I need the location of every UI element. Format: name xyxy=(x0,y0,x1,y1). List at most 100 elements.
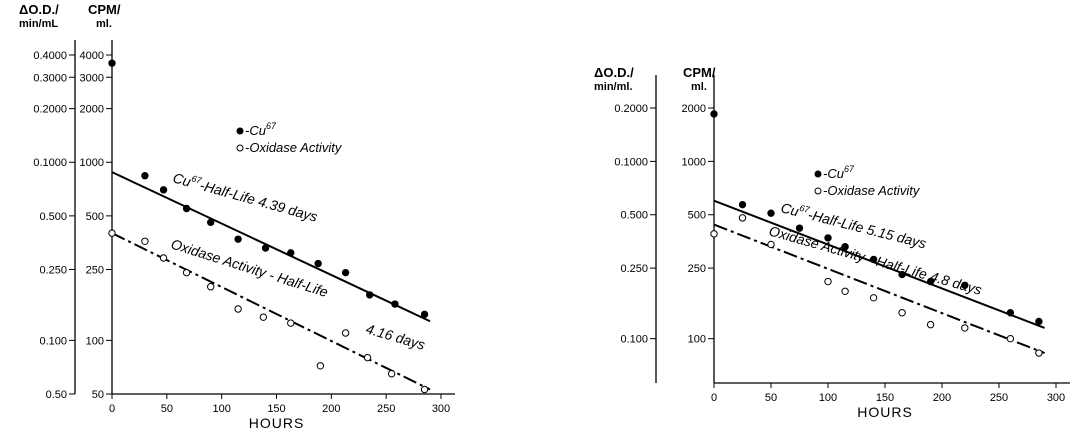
oxidase-point xyxy=(961,324,969,332)
cu67-point xyxy=(1006,309,1015,317)
oxidase-point xyxy=(363,353,372,362)
cpm-tick-label: 3000 xyxy=(80,72,104,84)
x-tick-label: 150 xyxy=(267,403,285,415)
x-tick-label: 200 xyxy=(322,403,340,415)
chart-panel-1: ΔO.D./min/mL CPM/ml. 0.4000 0.3000 0.2000 0.1… xyxy=(19,2,455,431)
cu67-point xyxy=(869,255,878,264)
legend-marker xyxy=(236,144,244,152)
od-axis-unit: min/mL xyxy=(19,18,58,30)
cu67-point xyxy=(261,244,270,252)
cu67-point xyxy=(926,277,935,286)
x-tick-label: 250 xyxy=(990,392,1008,404)
cpm-tick-label: 2000 xyxy=(80,104,104,116)
x-tick-label: 150 xyxy=(876,392,894,404)
oxidase-point xyxy=(738,214,747,222)
od-tick-label: 0.2000 xyxy=(33,104,67,116)
oxidase-point xyxy=(259,313,268,321)
cpm-tick-label: 50 xyxy=(92,389,104,401)
cpm-tick-label: 250 xyxy=(86,264,104,276)
cpm-tick-label: 4000 xyxy=(80,50,104,62)
oxidase-point xyxy=(234,305,242,313)
legend-label: -Oxidase Activity xyxy=(245,140,343,155)
fit-label-superscript: 67 xyxy=(798,203,811,215)
fit-label-oxidase: Oxidase Activity - Half-Life xyxy=(169,236,330,301)
legend-marker xyxy=(814,170,822,178)
od-tick-label: 0.50 xyxy=(46,389,67,401)
oxidase-point xyxy=(141,237,149,245)
cu67-point xyxy=(1035,317,1043,326)
legend-marker xyxy=(236,127,244,135)
chart-panel-2: ΔO.D./min/ml. CPM/ml. 0.2000 0.1000 0.500 0.2… xyxy=(594,65,1070,420)
fit-line-1 xyxy=(111,171,431,323)
cu67-point xyxy=(961,281,969,289)
cu67-point xyxy=(391,300,399,308)
cu67-point xyxy=(898,270,906,279)
legend-superscript: 67 xyxy=(266,121,277,131)
cpm-tick-label: 100 xyxy=(86,335,104,347)
oxidase-point xyxy=(898,309,906,317)
fit-line-1 xyxy=(713,199,1045,329)
fit-label-cu67: Cu67-Half-Life 4.39 days xyxy=(171,169,319,225)
oxidase-point xyxy=(1035,349,1043,357)
od-axis-header: ΔO.D./ xyxy=(19,2,59,17)
od-tick-label: 0.250 xyxy=(620,263,648,275)
od-tick-label: 0.4000 xyxy=(33,50,67,62)
oxidase-point xyxy=(710,230,718,238)
x-tick-label: 100 xyxy=(819,392,837,404)
oxidase-point xyxy=(420,385,429,394)
oxidase-point xyxy=(182,268,191,277)
cpm-tick-label: 250 xyxy=(688,263,706,275)
cpm-axis-header: CPM/ xyxy=(683,65,716,80)
od-tick-label: 0.500 xyxy=(620,210,648,222)
x-tick-label: 50 xyxy=(765,392,777,404)
legend-label: -Cu67 xyxy=(823,164,855,181)
fit-line-2 xyxy=(111,232,431,391)
cu67-point xyxy=(159,186,168,194)
oxidase-point xyxy=(341,329,350,337)
od-tick-label: 0.2000 xyxy=(614,103,648,115)
cu67-point xyxy=(767,209,775,217)
oxidase-point xyxy=(108,229,116,237)
x-tick-label: 0 xyxy=(109,403,115,415)
od-axis-unit: min/ml. xyxy=(594,81,633,93)
oxidase-point xyxy=(767,240,775,249)
cpm-axis-unit: ml. xyxy=(691,81,707,93)
cu67-point xyxy=(234,235,242,243)
x-tick-label: 50 xyxy=(161,403,173,415)
oxidase-point xyxy=(207,283,215,291)
oxidase-point xyxy=(287,319,295,327)
cu67-point xyxy=(841,243,849,251)
od-tick-label: 0.250 xyxy=(39,264,67,276)
x-tick-label: 200 xyxy=(933,392,951,404)
x-tick-label: 300 xyxy=(432,403,450,415)
oxidase-point xyxy=(387,370,396,378)
cu67-point xyxy=(366,291,374,299)
cu67-point xyxy=(420,310,429,319)
od-tick-label: 0.1000 xyxy=(33,157,67,169)
oxidase-point xyxy=(159,254,168,262)
cu67-point xyxy=(710,110,718,118)
od-tick-label: 0.1000 xyxy=(614,156,648,168)
oxidase-point xyxy=(869,294,878,302)
cpm-tick-label: 2000 xyxy=(682,103,706,115)
fit-label-superscript: 67 xyxy=(190,173,203,186)
cpm-axis-header: CPM/ xyxy=(88,2,121,17)
cu67-point xyxy=(824,234,832,242)
x-axis-label: HOURS xyxy=(249,415,305,431)
cu67-point xyxy=(108,59,116,67)
oxidase-point xyxy=(841,287,849,295)
fit-label-oxidase-days: 4.16 days xyxy=(364,321,427,353)
legend-label: -Oxidase Activity xyxy=(823,183,921,198)
cu67-point xyxy=(141,172,149,180)
oxidase-point xyxy=(1006,334,1015,343)
legend-superscript: 67 xyxy=(844,164,855,174)
cpm-axis-unit: ml. xyxy=(96,18,112,30)
cpm-tick-label: 100 xyxy=(688,334,706,346)
cu67-point xyxy=(738,200,747,209)
legend-marker xyxy=(814,187,822,195)
cpm-tick-label: 500 xyxy=(688,210,706,222)
od-axis-header: ΔO.D./ xyxy=(594,65,634,80)
cu67-point xyxy=(314,259,322,268)
x-tick-label: 0 xyxy=(711,392,717,404)
